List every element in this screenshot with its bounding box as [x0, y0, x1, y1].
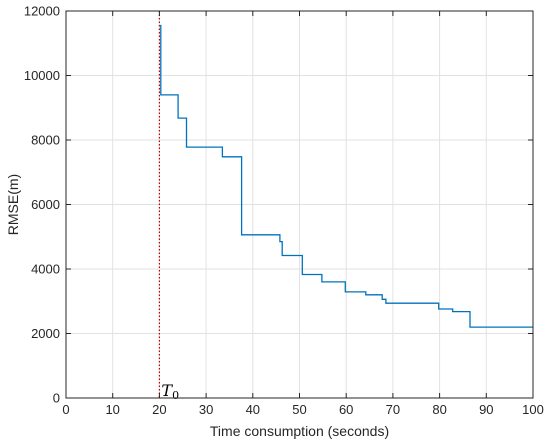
reference-line-label: T0	[161, 381, 179, 402]
x-tick-label: 90	[479, 402, 493, 417]
y-tick-label: 6000	[31, 197, 60, 212]
x-tick-label: 30	[199, 402, 213, 417]
grid-lines	[65, 10, 534, 399]
annotation-layer: T0	[158, 11, 179, 402]
y-tick-label: 8000	[31, 133, 60, 148]
y-tick-label: 10000	[24, 68, 60, 83]
x-tick-label: 20	[152, 402, 166, 417]
y-tick-label: 2000	[31, 326, 60, 341]
y-axis-label: RMSE(m)	[5, 174, 21, 235]
x-tick-label: 40	[246, 402, 260, 417]
y-tick-label: 4000	[31, 262, 60, 277]
x-tick-label: 80	[432, 402, 446, 417]
x-tick-label: 60	[339, 402, 353, 417]
series-layer	[159, 24, 533, 328]
y-tick-label: 0	[53, 391, 60, 406]
y-tick-label: 12000	[24, 4, 60, 19]
x-tick-label: 100	[522, 402, 544, 417]
tick-layer: 0 10 20 30 40 50 60 70 80 90 100 0 2000 4000 6000 8000 1…	[24, 4, 544, 418]
x-tick-label: 70	[386, 402, 400, 417]
x-axis-label: Time consumption (seconds)	[210, 423, 389, 439]
series-line	[159, 24, 533, 328]
x-tick-label: 50	[292, 402, 306, 417]
reference-line-label-subscript: 0	[172, 389, 179, 402]
x-tick-label: 0	[62, 402, 69, 417]
x-tick-label: 10	[105, 402, 119, 417]
